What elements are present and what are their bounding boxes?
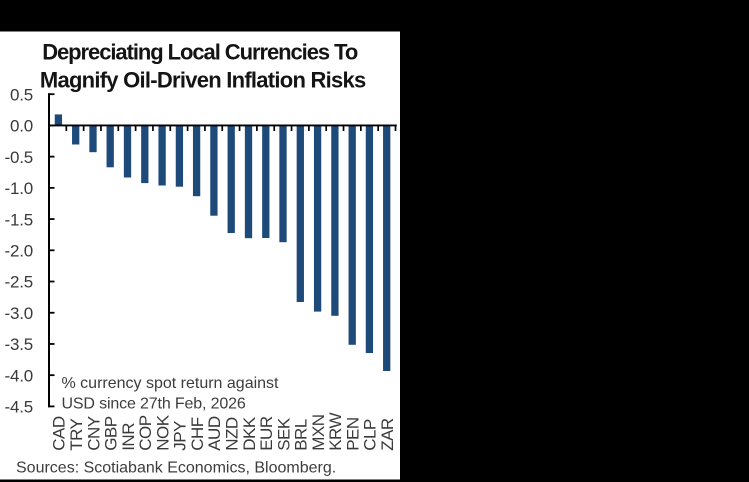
svg-text:PEN: PEN (344, 417, 363, 450)
svg-text:NZD: NZD (223, 417, 242, 451)
svg-text:CLP: CLP (361, 419, 380, 451)
svg-text:0.0: 0.0 (10, 117, 33, 136)
svg-text:KRW: KRW (326, 412, 345, 450)
svg-text:MXN: MXN (309, 415, 328, 451)
svg-text:-1.0: -1.0 (5, 179, 34, 198)
svg-text:EUR: EUR (257, 416, 276, 451)
svg-text:Depreciating Local Currencies: Depreciating Local Currencies To (42, 39, 358, 64)
svg-text:-2.5: -2.5 (5, 273, 34, 292)
svg-text:JPY: JPY (171, 421, 190, 451)
svg-text:-4.0: -4.0 (5, 366, 34, 385)
svg-text:INR: INR (119, 423, 138, 451)
svg-text:CAD: CAD (50, 416, 69, 451)
svg-text:BRL: BRL (292, 419, 311, 451)
svg-text:-2.0: -2.0 (5, 242, 34, 261)
svg-text:USD since 27th Feb, 2026: USD since 27th Feb, 2026 (62, 395, 246, 412)
svg-text:GBP: GBP (102, 416, 121, 451)
svg-text:-3.5: -3.5 (5, 335, 34, 354)
svg-text:-4.5: -4.5 (5, 398, 34, 417)
svg-text:COP: COP (136, 415, 155, 451)
svg-text:SEK: SEK (274, 417, 293, 451)
svg-text:% currency spot return against: % currency spot return against (62, 375, 280, 392)
svg-text:DKK: DKK (240, 416, 259, 451)
svg-text:Sources: Scotiabank Economics,: Sources: Scotiabank Economics, Bloomberg… (16, 459, 336, 476)
svg-text:CHF: CHF (188, 417, 207, 451)
svg-text:TRY: TRY (67, 418, 86, 450)
svg-text:-1.5: -1.5 (5, 210, 34, 229)
svg-text:-3.0: -3.0 (5, 304, 34, 323)
svg-text:Magnify Oil-Driven Inflation R: Magnify Oil-Driven Inflation Risks (40, 68, 366, 93)
svg-text:0.5: 0.5 (10, 85, 33, 104)
svg-text:AUD: AUD (205, 416, 224, 451)
svg-text:NOK: NOK (153, 414, 172, 451)
svg-text:-0.5: -0.5 (5, 148, 34, 167)
svg-text:CNY: CNY (84, 416, 103, 451)
svg-text:ZAR: ZAR (378, 418, 397, 451)
